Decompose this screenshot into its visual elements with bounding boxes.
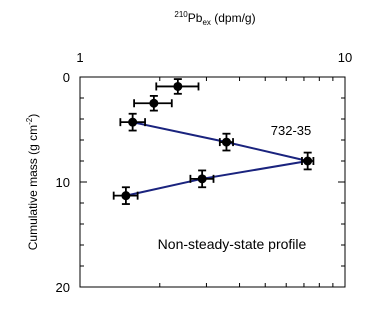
data-point (301, 151, 315, 171)
point-marker (197, 174, 207, 184)
point-marker (221, 137, 231, 147)
core-label: 732-35 (271, 123, 311, 138)
data-point (155, 78, 200, 95)
y-tick-label: 20 (56, 280, 70, 295)
x-axis-title-isotope-mass: 210 (174, 10, 188, 19)
data-point (189, 169, 215, 189)
x-tick-label: 10 (338, 50, 352, 65)
x-axis-title-subscript: ex (202, 18, 210, 27)
data-point (112, 186, 139, 205)
point-marker (173, 81, 183, 91)
point-marker (149, 98, 159, 108)
x-axis-title-unit: (dpm/g) (211, 11, 256, 25)
data-point (133, 95, 173, 112)
point-marker (303, 156, 313, 166)
y-axis-title-superscript: -2 (25, 117, 34, 125)
data-point (119, 112, 146, 132)
y-tick-label: 10 (56, 175, 70, 190)
data-point (218, 132, 234, 152)
point-marker (128, 117, 138, 127)
annotation-text: Non-steady-state profile (158, 236, 307, 252)
y-axis-title: Cumulative mass (g cm-2) (25, 114, 40, 251)
point-marker (121, 191, 131, 201)
y-axis-title-suffix: ) (26, 114, 40, 118)
y-axis-title-prefix: Cumulative mass (g cm (26, 125, 40, 250)
plot-frame (79, 76, 346, 288)
x-axis-title: 210Pbex (dpm/g) (174, 10, 255, 27)
x-axis-title-element: Pb (188, 11, 203, 25)
x-tick-label: 1 (76, 50, 83, 65)
y-tick-label: 0 (63, 70, 70, 85)
